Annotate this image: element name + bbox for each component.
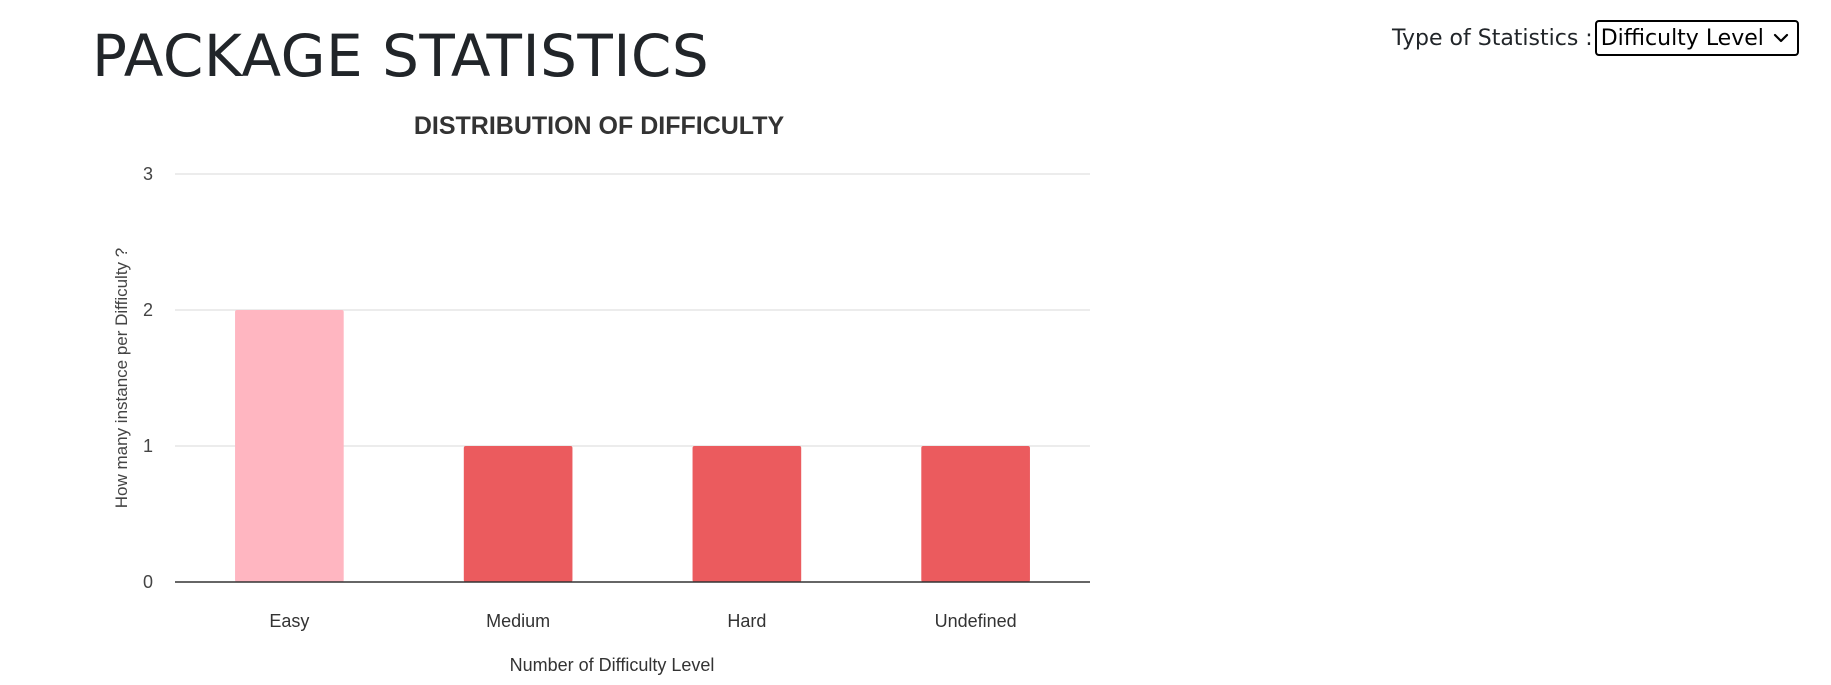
statistics-type-selected-value: Difficulty Level — [1600, 25, 1764, 51]
statistics-type-control: Type of Statistics : Difficulty Level — [1392, 20, 1799, 56]
y-tick-label: 0 — [143, 572, 153, 592]
x-tick-labels: Easy Medium Hard Undefined — [269, 611, 1016, 631]
x-tick-label-medium: Medium — [486, 611, 550, 631]
y-axis-label: How many instance per Difficulty ? — [112, 248, 131, 508]
x-tick-label-undefined: Undefined — [935, 611, 1017, 631]
y-tick-label: 2 — [143, 300, 153, 320]
chart-title: DISTRIBUTION OF DIFFICULTY — [414, 112, 785, 140]
bar-undefined — [921, 446, 1030, 582]
y-tick-labels: 0 1 2 3 — [143, 164, 153, 592]
chevron-down-icon — [1773, 33, 1788, 43]
bars — [235, 310, 1030, 582]
page-title: PACKAGE STATISTICS — [92, 22, 710, 90]
x-tick-label-easy: Easy — [269, 611, 309, 631]
bar-medium — [463, 446, 573, 582]
bar-hard — [692, 446, 802, 582]
y-tick-label: 1 — [143, 436, 153, 456]
statistics-type-label: Type of Statistics : — [1392, 25, 1593, 51]
y-tick-label: 3 — [143, 164, 153, 184]
bar-easy — [235, 310, 344, 582]
statistics-type-select[interactable]: Difficulty Level — [1594, 20, 1799, 56]
difficulty-bar-chart: DISTRIBUTION OF DIFFICULTY 0 1 2 3 Easy Medi… — [112, 112, 1090, 675]
x-tick-label-hard: Hard — [727, 611, 766, 631]
x-axis-label: Number of Difficulty Level — [510, 655, 715, 675]
